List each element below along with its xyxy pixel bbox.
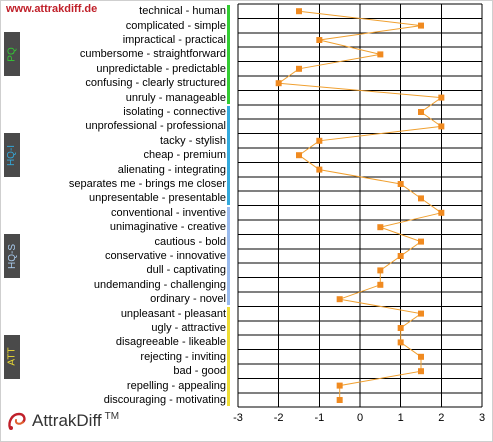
- word-pair-label: alienating - integrating: [117, 163, 226, 176]
- data-point-marker: [377, 51, 384, 58]
- data-point-marker: [296, 65, 302, 72]
- hqs-group-tab: HQ-S: [4, 234, 20, 278]
- pq-color-bar: [227, 5, 230, 104]
- data-point-marker: [296, 8, 302, 15]
- word-pair-label: unpredictable - predictable: [96, 62, 226, 75]
- x-tick-label: -2: [274, 412, 284, 424]
- x-tick-label: 0: [357, 412, 363, 424]
- attrakdiff-swirl-icon: [8, 412, 26, 430]
- data-point-marker: [397, 253, 404, 259]
- data-point-marker: [275, 80, 282, 87]
- logo-text: AttrakDiff: [32, 411, 102, 430]
- word-pair-label: separates me - brings me closer: [68, 178, 226, 190]
- att-color-bar: [227, 307, 230, 407]
- attrakdiff-logo: AttrakDiff TM: [6, 409, 119, 433]
- hqs-color-bar: [227, 206, 230, 306]
- data-point-marker: [438, 123, 445, 130]
- word-pair-label: complicated - simple: [125, 19, 226, 32]
- word-pair-labels: technical - human complicated - simple imp…: [20, 0, 226, 442]
- data-point-marker: [316, 137, 323, 144]
- logo-trademark: TM: [104, 410, 120, 422]
- word-pair-label: cheap - premium: [143, 149, 226, 162]
- word-pair-label: technical - human: [139, 5, 226, 18]
- x-tick-label: -3: [233, 412, 243, 424]
- data-point-marker: [418, 195, 424, 202]
- data-point-marker: [377, 281, 384, 288]
- word-pair-label: repelling - appealing: [126, 379, 226, 392]
- hqi-group-tab: HQ-I: [4, 133, 20, 178]
- data-point-marker: [438, 209, 445, 216]
- data-point-marker: [397, 339, 404, 346]
- data-point-marker: [397, 325, 404, 331]
- word-pair-label: unpresentable - presentable: [89, 192, 226, 205]
- data-point-marker: [418, 353, 424, 360]
- x-tick-label: 1: [398, 412, 404, 424]
- word-pair-label: rejecting - inviting: [140, 350, 226, 363]
- x-tick-label: 2: [438, 412, 444, 424]
- word-pair-label: undemanding - challenging: [93, 278, 226, 291]
- data-point-marker: [438, 94, 445, 101]
- word-pair-label: unprofessional - professional: [85, 120, 226, 133]
- pq-group-tab: PQ: [4, 32, 20, 77]
- x-tick-label: 3: [479, 412, 485, 424]
- hqi-color-bar: [227, 105, 230, 205]
- data-point-marker: [336, 397, 343, 403]
- word-pair-label: unimaginative - creative: [109, 221, 226, 234]
- series-line: [277, 10, 443, 400]
- data-point-marker: [336, 382, 343, 389]
- word-pair-label: ordinary - novel: [150, 293, 226, 306]
- word-pair-label: dull - captivating: [146, 264, 227, 277]
- x-tick-label: -1: [314, 412, 324, 424]
- data-point-marker: [316, 166, 323, 173]
- data-point-marker: [418, 22, 424, 29]
- data-point-marker: [418, 238, 424, 245]
- data-point-marker: [418, 368, 424, 375]
- data-point-marker: [336, 296, 343, 303]
- word-pair-label: tacky - stylish: [159, 134, 226, 147]
- word-pair-label: impractical - practical: [122, 34, 226, 46]
- data-point-marker: [418, 310, 424, 317]
- word-pair-label: isolating - connective: [123, 106, 226, 118]
- data-point-marker: [316, 37, 323, 43]
- data-point-marker: [377, 224, 384, 231]
- word-pair-label: disagreeable - likeable: [115, 336, 226, 349]
- data-point-marker: [397, 181, 404, 187]
- data-point-marker: [418, 109, 424, 115]
- word-pair-label: conservative - innovative: [104, 250, 226, 262]
- word-pair-label: unpleasant - pleasant: [120, 307, 226, 320]
- word-pair-label: unruly - manageable: [125, 91, 226, 104]
- word-pair-label: ugly - attractive: [151, 322, 226, 334]
- word-pair-label: cautious - bold: [154, 235, 226, 248]
- word-pair-label: discouraging - motivating: [103, 394, 226, 406]
- attrakdiff-url[interactable]: www.attrakdiff.de: [6, 3, 98, 15]
- data-point-marker: [296, 152, 302, 159]
- word-pair-label: confusing - clearly structured: [85, 77, 226, 90]
- data-point-marker: [377, 267, 384, 274]
- word-pair-label: bad - good: [173, 365, 226, 378]
- word-pair-label: conventional - inventive: [111, 206, 226, 219]
- word-pair-label: cumbersome - straightforward: [79, 48, 226, 61]
- att-group-tab: ATT: [4, 334, 20, 379]
